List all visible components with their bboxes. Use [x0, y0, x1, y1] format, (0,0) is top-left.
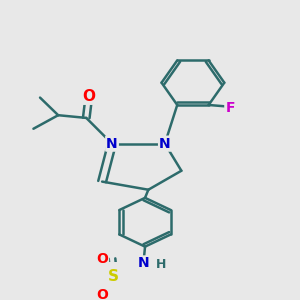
Text: H: H: [155, 258, 166, 271]
Text: S: S: [108, 269, 119, 284]
Text: F: F: [225, 101, 235, 115]
Text: N: N: [159, 137, 171, 151]
Text: N: N: [106, 137, 118, 151]
Text: N: N: [138, 256, 149, 270]
Text: O: O: [96, 252, 108, 266]
Text: O: O: [82, 89, 95, 104]
Text: O: O: [96, 288, 108, 300]
